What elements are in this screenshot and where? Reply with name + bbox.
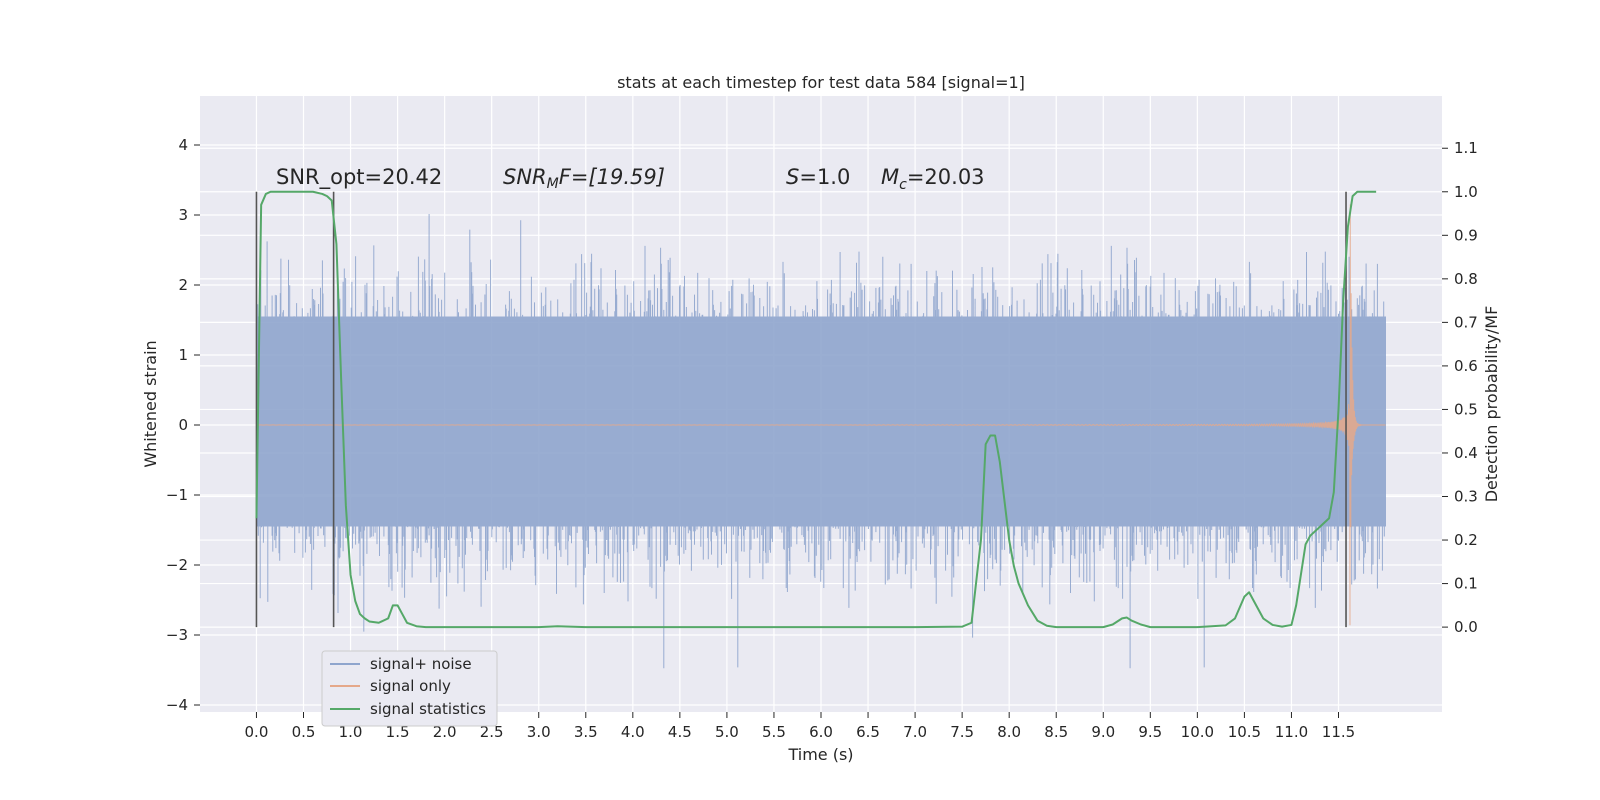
y-tick-label: −3 xyxy=(166,626,188,644)
y2-tick-label: 1.0 xyxy=(1454,183,1478,201)
x-tick-label: 2.0 xyxy=(433,723,457,741)
legend: signal+ noise signal only signal statist… xyxy=(321,650,498,727)
y2-tick-label: 0.2 xyxy=(1454,531,1478,549)
signal-only-series xyxy=(256,204,1386,626)
x-tick-label: 10.5 xyxy=(1228,723,1261,741)
y2-tick-label: 0.5 xyxy=(1454,400,1478,418)
y2-tick-label: 0.4 xyxy=(1454,444,1478,462)
x-tick-label: 11.0 xyxy=(1275,723,1308,741)
x-tick-label: 11.5 xyxy=(1322,723,1355,741)
x-tick-label: 10.0 xyxy=(1181,723,1214,741)
y-tick-label: −1 xyxy=(166,486,188,504)
x-tick-label: 8.0 xyxy=(997,723,1021,741)
y2-tick-label: 0.9 xyxy=(1454,226,1478,244)
x-tick-label: 0.0 xyxy=(245,723,269,741)
y-tick-label: 0 xyxy=(178,416,188,434)
x-tick-label: 6.5 xyxy=(856,723,880,741)
annotation-snr-opt: SNR_opt=20.42 xyxy=(276,165,442,190)
y-tick-label: 2 xyxy=(178,276,188,294)
x-tick-label: 7.0 xyxy=(903,723,927,741)
x-tick-label: 9.0 xyxy=(1091,723,1115,741)
x-tick-label: 5.0 xyxy=(715,723,739,741)
x-tick-label: 2.5 xyxy=(480,723,504,741)
legend-label-signal-noise: signal+ noise xyxy=(370,655,472,673)
y-tick-label: −2 xyxy=(166,556,188,574)
legend-box xyxy=(321,650,498,727)
signal-only-line xyxy=(256,204,1386,626)
x-tick-label: 9.5 xyxy=(1138,723,1162,741)
y2-tick-label: 0.6 xyxy=(1454,357,1478,375)
y-tick-label: 3 xyxy=(178,206,188,224)
x-tick-label: 4.5 xyxy=(668,723,692,741)
y-tick-label: −4 xyxy=(166,696,188,714)
signal-statistics-line xyxy=(255,190,1377,629)
axes-ticks: 0.0 0.5 1.0 1.5 2.0 2.5 3.0 3.5 4.0 4.5 5.0 5.5 6.0 6… xyxy=(166,136,1478,741)
chart-title: stats at each timestep for test data 584… xyxy=(617,73,1025,92)
legend-label-signal-only: signal only xyxy=(370,677,451,695)
x-tick-label: 1.0 xyxy=(339,723,363,741)
x-tick-label: 3.0 xyxy=(527,723,551,741)
x-tick-label: 5.5 xyxy=(762,723,786,741)
annotation-snr-mf: SNRMF=[19.59] xyxy=(503,165,665,192)
y2-tick-label: 0.7 xyxy=(1454,313,1478,331)
legend-label-signal-statistics: signal statistics xyxy=(370,700,486,718)
x-tick-label: 7.5 xyxy=(950,723,974,741)
y2-axis-label: Detection probability/MF xyxy=(1482,306,1501,503)
y-tick-label: 1 xyxy=(178,346,188,364)
y2-tick-label: 0.3 xyxy=(1454,488,1478,506)
signal-statistics-series xyxy=(255,190,1377,629)
y2-tick-label: 1.1 xyxy=(1454,139,1478,157)
y-axis-label: Whitened strain xyxy=(141,340,160,467)
annotation-s: S=1.0 xyxy=(786,165,850,189)
y2-tick-label: 0.1 xyxy=(1454,575,1478,593)
y-tick-label: 4 xyxy=(178,136,188,154)
x-tick-label: 3.5 xyxy=(574,723,598,741)
annotation-mc: Mc=20.03 xyxy=(881,165,985,193)
x-tick-label: 4.0 xyxy=(621,723,645,741)
x-axis-label: Time (s) xyxy=(787,745,853,764)
x-tick-label: 8.5 xyxy=(1044,723,1068,741)
x-tick-label: 6.0 xyxy=(809,723,833,741)
y2-tick-label: 0.0 xyxy=(1454,618,1478,636)
y2-tick-label: 0.8 xyxy=(1454,270,1478,288)
x-tick-label: 0.5 xyxy=(292,723,316,741)
x-tick-label: 1.5 xyxy=(386,723,410,741)
